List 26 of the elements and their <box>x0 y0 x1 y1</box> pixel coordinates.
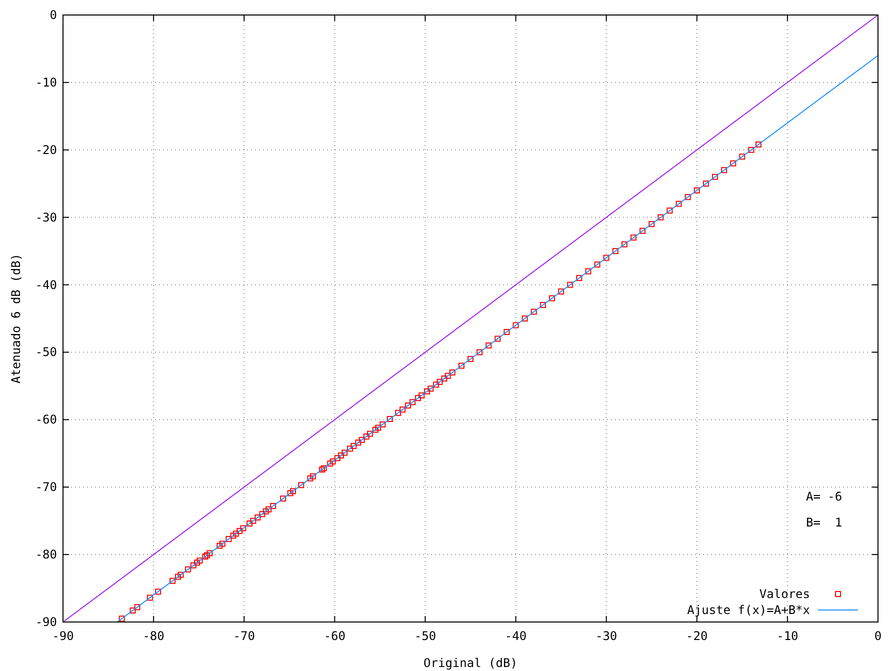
y-tick-label: -70 <box>35 480 57 494</box>
x-tick-label: -20 <box>686 629 708 643</box>
x-tick-label: -50 <box>414 629 436 643</box>
y-tick-label: -40 <box>35 278 57 292</box>
x-tick-label: -10 <box>776 629 798 643</box>
y-tick-label: -30 <box>35 210 57 224</box>
y-axis-title: Atenuado 6 dB (dB) <box>9 253 23 384</box>
x-tick-label: -80 <box>142 629 164 643</box>
legend-label: Ajuste f(x)=A+B*x <box>687 603 810 617</box>
x-tick-label: -60 <box>324 629 346 643</box>
x-tick-label: -30 <box>595 629 618 643</box>
y-tick-label: 0 <box>50 8 57 22</box>
y-tick-label: -60 <box>35 412 57 427</box>
annotation: A= -6 <box>806 490 842 504</box>
y-tick-label: -80 <box>35 548 57 562</box>
y-tick-label: -20 <box>35 142 57 157</box>
legend-label: Valores <box>759 587 810 601</box>
y-tick-label: -50 <box>35 345 57 360</box>
x-tick-label: -40 <box>504 629 527 643</box>
x-axis-title: Original (dB) <box>424 656 518 670</box>
annotation: B= 1 <box>806 516 842 530</box>
x-tick-label: -70 <box>233 629 255 643</box>
x-tick-label: -90 <box>52 629 74 643</box>
y-tick-label: -10 <box>35 75 57 90</box>
x-tick-label: 0 <box>874 629 882 643</box>
y-tick-label: -90 <box>35 615 57 629</box>
